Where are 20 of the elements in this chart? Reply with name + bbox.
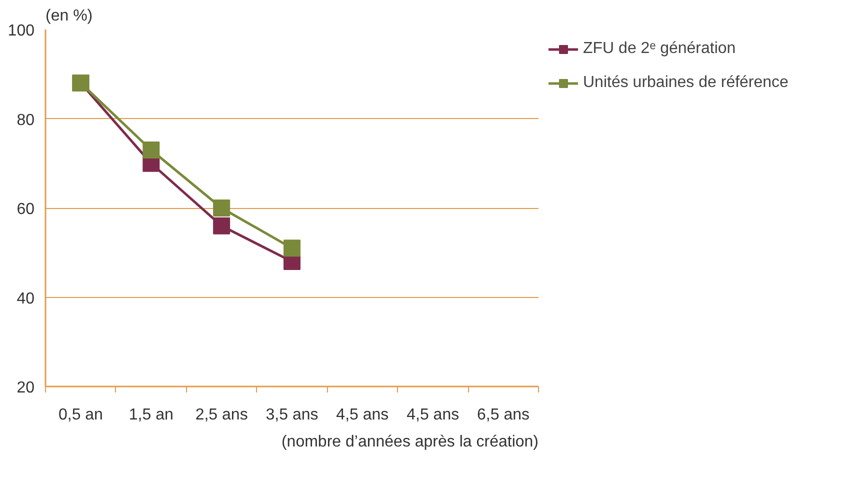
x-tick-label: 4,5 ans (406, 406, 460, 424)
x-tick-label: 1,5 an (128, 406, 174, 424)
point (213, 217, 230, 234)
point (284, 240, 300, 257)
y-axis-title: (en %) (46, 8, 93, 24)
x-axis-title: (nombre d’années après la création) (281, 434, 538, 450)
legend-label: ZFU de 2ᵉ génération (583, 40, 736, 58)
y-tick-label: 40 (16, 290, 35, 308)
x-tick-label: 6,5 ans (477, 406, 530, 424)
y-tick-label: 60 (16, 201, 35, 218)
y-tick-label: 20 (16, 380, 35, 396)
y-tick-label: 100 (8, 22, 35, 40)
point (213, 200, 230, 216)
x-tick-label: 0,5 an (58, 406, 103, 424)
y-tick-label: 80 (16, 112, 35, 129)
x-tick-label: 3,5 ans (266, 406, 318, 424)
x-tick-label: 2,5 ans (195, 406, 248, 424)
legend-label: Unités urbaines de référence (583, 74, 788, 92)
point (142, 141, 160, 158)
x-tick-label: 4,5 ans (336, 406, 389, 424)
